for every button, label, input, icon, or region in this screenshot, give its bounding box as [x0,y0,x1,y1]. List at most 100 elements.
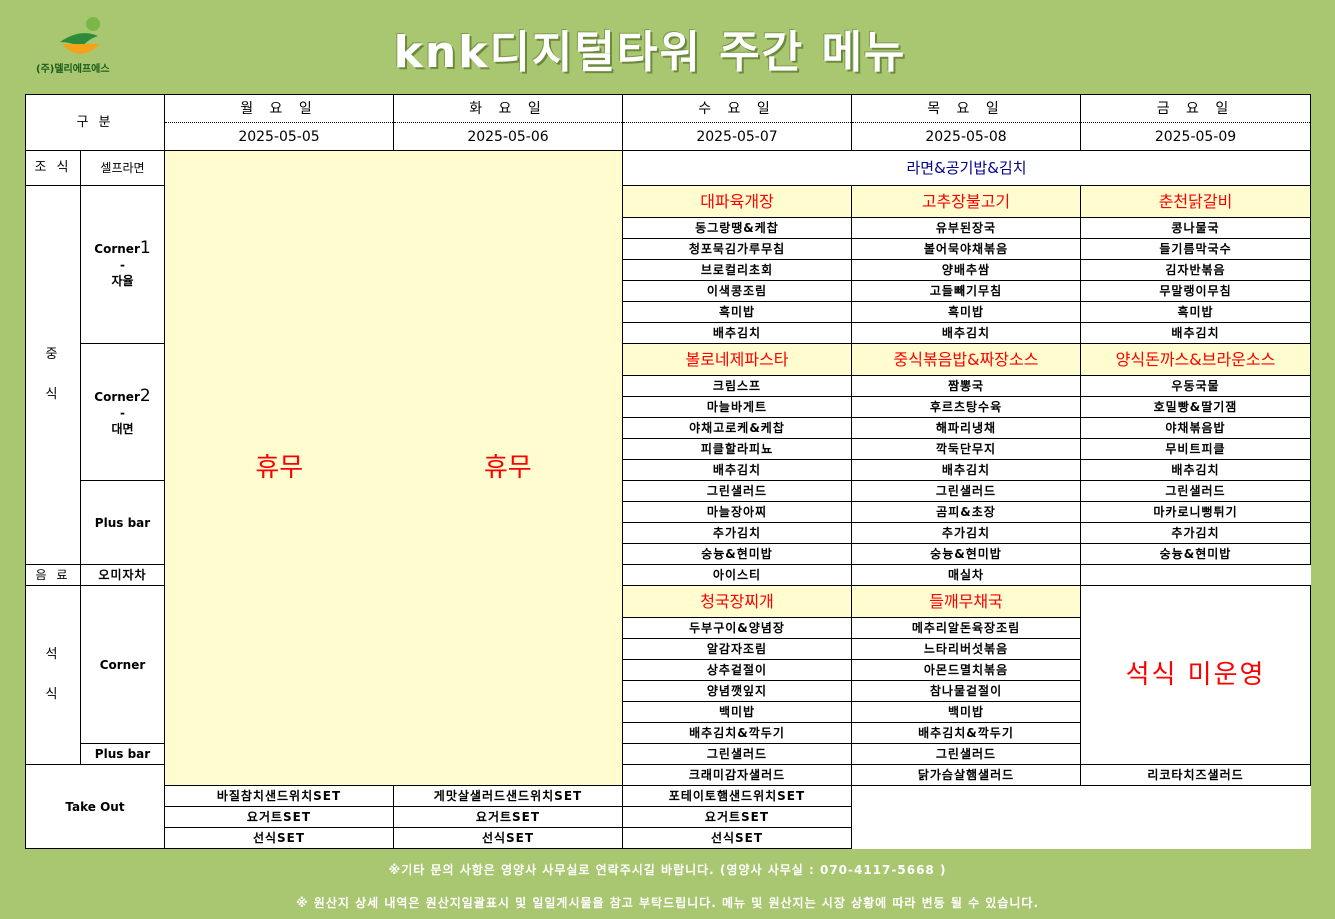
menu-item: 유부된장국 [851,217,1081,239]
menu-item: 배추김치 [1080,459,1311,481]
menu-item: 그린샐러드 [622,480,852,502]
footer-contact-note: ※기타 문의 사항은 영양사 사무실로 연락주시길 바랍니다. (영양사 사무실… [388,863,947,877]
menu-item: 추가김치 [622,522,852,544]
menu-item: 배추김치&깍두기 [622,722,852,744]
menu-item: 선식SET [393,827,623,849]
main-dish: 춘천닭갈비 [1080,185,1311,218]
corner1-title: Corner [94,242,140,256]
menu-item: 배추김치 [622,459,852,481]
breakfast-menu: 라면&공기밥&김치 [622,150,1311,186]
menu-item: 백미밥 [622,701,852,723]
day-header: 수 요 일 [622,94,852,123]
corner2-label: Corner2 - 대면 [80,343,165,481]
menu-item: 호밀빵&딸기잼 [1080,396,1311,418]
menu-item: 볼어묵야채볶음 [851,238,1081,260]
menu-item: 흑미밥 [851,301,1081,323]
corner2-sub: 대면 [111,421,134,436]
main-dish: 들깨무채국 [851,585,1081,618]
menu-item: 배추김치&깍두기 [851,722,1081,744]
corner1-dash: - [120,258,125,272]
menu-item: 느타리버섯볶음 [851,638,1081,660]
menu-item: 피클할라피뇨 [622,438,852,460]
menu-item: 동그랑땡&케찹 [622,217,852,239]
menu-item: 크래미감자샐러드 [622,764,852,786]
menu-item: 아몬드멸치볶음 [851,659,1081,681]
menu-item: 배추김치 [622,322,852,344]
page-title: knk디지털타워 주간 메뉴 [393,27,907,78]
menu-item: 들기름막국수 [1080,238,1311,260]
corner1-label: Corner1 - 자율 [80,185,165,344]
corner1-sub: 자율 [111,274,134,288]
menu-item: 크림스프 [622,375,852,397]
menu-item: 브로컬리초회 [622,259,852,281]
menu-item: 짬뽕국 [851,375,1081,397]
menu-item: 배추김치 [851,322,1081,344]
menu-item: 추가김치 [1080,522,1311,544]
menu-item: 메추리알돈육장조림 [851,617,1081,639]
holiday-area: 휴무 휴무 [164,150,623,786]
menu-item: 김자반볶음 [1080,259,1311,281]
menu-item: 그린샐러드 [851,480,1081,502]
menu-item: 배추김치 [851,459,1081,481]
menu-item: 후르츠탕수육 [851,396,1081,418]
main-dish: 청국장찌개 [622,585,852,618]
menu-item: 양념깻잎지 [622,680,852,702]
lunch-label-bottom: 식 [45,387,61,402]
drink-item: 아이스티 [622,564,852,586]
date-header: 2025-05-05 [164,122,394,151]
breakfast-label: 조 식 [25,150,81,186]
menu-item: 마늘바게트 [622,396,852,418]
day-header: 월 요 일 [164,94,394,123]
dinner-closed: 석식 미운영 [1080,585,1311,765]
menu-item: 야채볶음밥 [1080,417,1311,439]
day-header: 금 요 일 [1080,94,1311,123]
menu-item: 우동국물 [1080,375,1311,397]
menu-item: 야채고로케&케찹 [622,417,852,439]
menu-item: 청포묵김가루무침 [622,238,852,260]
corner2-num: 2 [139,385,151,406]
menu-item: 숭늉&현미밥 [1080,543,1311,565]
menu-item: 요거트SET [164,806,394,828]
menu-item: 이색콩조림 [622,280,852,302]
dinner-label-top: 석 [45,647,61,662]
menu-item: 요거트SET [622,806,852,828]
menu-item: 백미밥 [851,701,1081,723]
category-header: 구 분 [25,94,165,151]
menu-item: 무말랭이무침 [1080,280,1311,302]
menu-item: 알감자조림 [622,638,852,660]
menu-item: 요거트SET [393,806,623,828]
menu-item: 그린샐러드 [1080,480,1311,502]
company-name: (주)델리에프에스 [36,64,110,75]
menu-item: 숭늉&현미밥 [622,543,852,565]
date-header: 2025-05-07 [622,122,852,151]
menu-item: 참나물겉절이 [851,680,1081,702]
corner2-dash: - [120,405,125,420]
menu-item: 게맛살샐러드샌드위치SET [393,785,623,807]
menu-item: 상추겉절이 [622,659,852,681]
dinner-corner-label: Corner [80,585,165,744]
corner2-title: Corner [94,389,140,404]
menu-item: 바질참치샌드위치SET [164,785,394,807]
drink-label: 음 료 [25,564,81,586]
main-dish: 볼로네제파스타 [622,343,852,376]
menu-item: 흑미밥 [1080,301,1311,323]
menu-item: 숭늉&현미밥 [851,543,1081,565]
menu-item: 배추김치 [1080,322,1311,344]
holiday-tue: 휴무 [483,453,532,483]
company-logo [30,14,130,78]
day-header: 화 요 일 [393,94,623,123]
weekly-menu-table: 구 분 월 요 일 화 요 일 수 요 일 목 요 일 금 요 일 2025-0… [25,94,1311,849]
plusbar-label: Plus bar [80,480,165,565]
lunch-label-top: 중 [45,347,61,362]
menu-item: 추가김치 [851,522,1081,544]
drink-item: 오미자차 [80,564,165,586]
date-header: 2025-05-08 [851,122,1081,151]
menu-item: 그린샐러드 [622,743,852,765]
main-dish: 양식돈까스&브라운소스 [1080,343,1311,376]
date-header: 2025-05-09 [1080,122,1311,151]
menu-item: 흑미밥 [622,301,852,323]
takeout-label: Take Out [25,764,165,849]
menu-item: 포테이토햄샌드위치SET [622,785,852,807]
